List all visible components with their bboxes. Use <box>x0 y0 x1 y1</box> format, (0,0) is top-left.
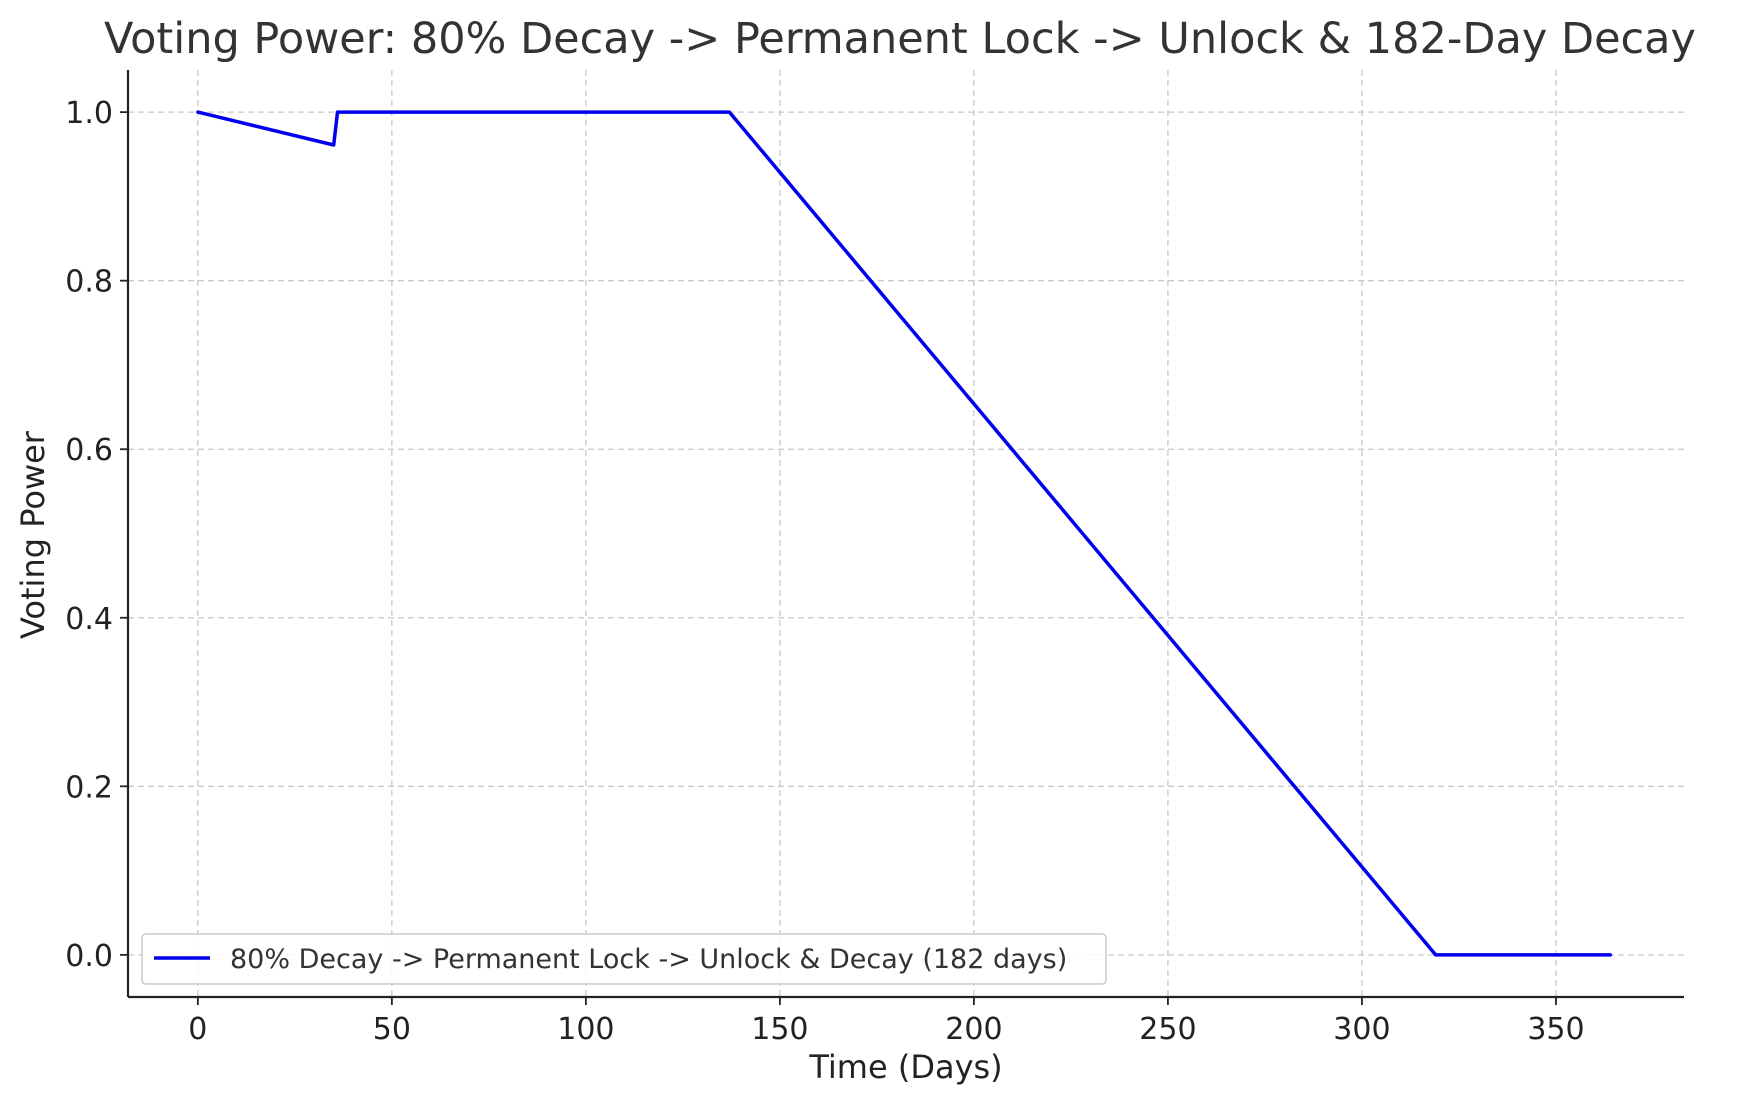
y-tick-label: 1.0 <box>65 96 113 131</box>
legend-label: 80% Decay -> Permanent Lock -> Unlock & … <box>230 944 1067 975</box>
series-line <box>196 110 1613 957</box>
x-tick-label: 150 <box>751 1012 808 1047</box>
x-axis-label: Time (Days) <box>808 1048 1002 1086</box>
y-tick-label: 0.0 <box>65 939 113 974</box>
axes <box>126 70 1684 999</box>
chart-title: Voting Power: 80% Decay -> Permanent Loc… <box>104 14 1696 64</box>
y-tick-label: 0.6 <box>65 433 113 468</box>
x-tick-label: 200 <box>945 1012 1002 1047</box>
y-tick-label: 0.4 <box>65 602 113 637</box>
x-tick-label: 300 <box>1333 1012 1390 1047</box>
x-tick-label: 100 <box>557 1012 614 1047</box>
legend-box <box>141 933 1107 985</box>
x-tick-label: 250 <box>1139 1012 1196 1047</box>
x-tick-label: 0 <box>188 1012 207 1047</box>
x-tick-label: 350 <box>1527 1012 1584 1047</box>
y-axis-label: Voting Power <box>14 430 52 639</box>
y-tick-label: 0.8 <box>65 265 113 300</box>
grid <box>128 70 1684 997</box>
x-axis-ticks: 0 50 100 150 200 250 300 350 <box>188 997 1585 1047</box>
y-axis-ticks: 0.0 0.2 0.4 0.6 0.8 1.0 <box>65 96 128 974</box>
series-layer <box>196 110 1613 957</box>
legend: 80% Decay -> Permanent Lock -> Unlock & … <box>141 933 1107 985</box>
y-tick-label: 0.2 <box>65 770 113 805</box>
x-tick-label: 50 <box>373 1012 411 1047</box>
